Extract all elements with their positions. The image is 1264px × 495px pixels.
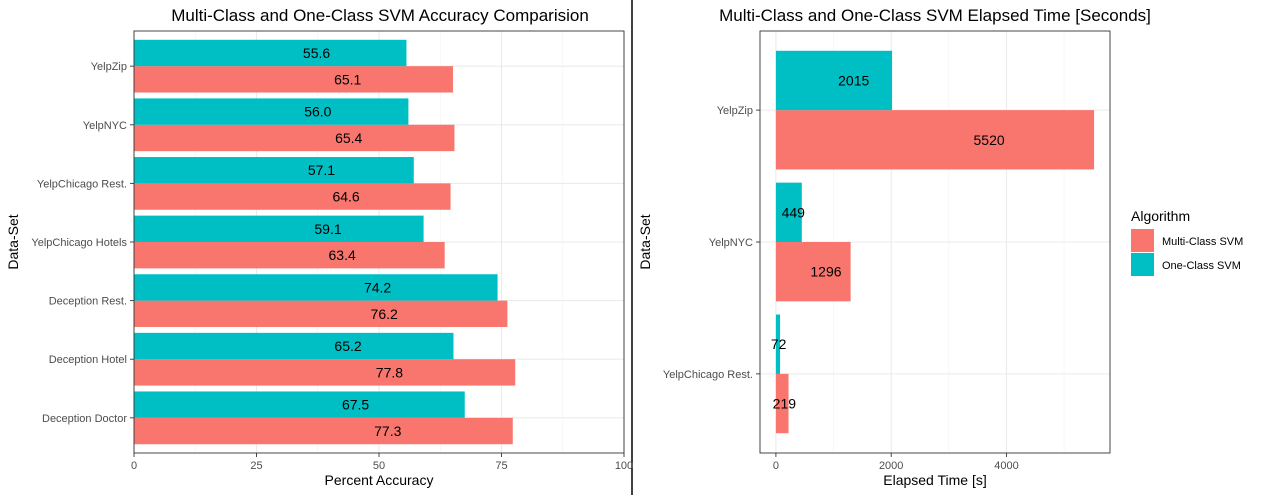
accuracy-chart: Multi-Class and One-Class SVM Accuracy C…	[5, 6, 633, 488]
accuracy-bar-yelpnyc-multi-class-svm	[134, 124, 455, 152]
elapsed-time-value-label-yelpchicago-rest-multi-class-svm: 219	[773, 396, 797, 412]
accuracy-value-label-deception-rest-one-class-svm: 74.2	[364, 279, 391, 295]
elapsed-time-bar-yelpchicago-rest-multi-class-svm	[775, 373, 789, 434]
elapsed-time-value-label-yelpnyc-multi-class-svm: 1296	[810, 264, 841, 280]
accuracy-y-tick-label: Deception Doctor	[42, 413, 127, 425]
elapsed-time-x-tick-label: 4000	[994, 460, 1018, 472]
accuracy-y-tick-label: YelpChicago Rest.	[37, 178, 127, 190]
legend-title: Algorithm	[1131, 208, 1190, 224]
elapsed-time-y-tick-label: YelpChicago Rest.	[663, 369, 753, 381]
accuracy-value-label-deception-doctor-one-class-svm: 67.5	[342, 397, 369, 413]
accuracy-bar-deception-hotel-multi-class-svm	[134, 359, 516, 386]
accuracy-value-label-yelpzip-multi-class-svm: 65.1	[334, 71, 361, 87]
accuracy-x-tick-label: 75	[495, 460, 507, 472]
accuracy-bar-deception-hotel-one-class-svm	[134, 332, 454, 360]
legend-label-one-class: One-Class SVM	[1162, 260, 1241, 272]
accuracy-value-label-deception-hotel-one-class-svm: 65.2	[334, 338, 361, 354]
legend-key-multi-class	[1131, 229, 1154, 252]
legend-key-one-class	[1131, 253, 1154, 276]
accuracy-bar-deception-doctor-one-class-svm	[134, 391, 465, 418]
accuracy-bar-yelpnyc-one-class-svm	[134, 98, 409, 125]
accuracy-x-tick-label: 100	[615, 460, 633, 472]
accuracy-value-label-deception-rest-multi-class-svm: 76.2	[371, 306, 398, 322]
elapsed-time-x-tick-label: 0	[773, 460, 779, 472]
accuracy-bar-yelpchicago-rest-one-class-svm	[134, 157, 414, 184]
accuracy-value-label-yelpchicago-rest-one-class-svm: 57.1	[308, 162, 335, 178]
accuracy-value-label-yelpchicago-rest-multi-class-svm: 64.6	[332, 189, 359, 205]
accuracy-y-tick-label: YelpChicago Hotels	[31, 237, 127, 249]
elapsed-time-bar-yelpzip-multi-class-svm	[775, 110, 1095, 170]
accuracy-bar-labels: 77.3 67.5 77.8 65.2 76.2 74.2 63.4 59.1 64.6 57.1…	[303, 45, 403, 439]
accuracy-y-axis-label: Data-Set	[5, 214, 21, 269]
elapsed-time-chart-title: Multi-Class and One-Class SVM Elapsed Ti…	[719, 6, 1151, 25]
elapsed-time-value-label-yelpzip-multi-class-svm: 5520	[974, 132, 1005, 148]
elapsed-time-bar-yelpchicago-rest-one-class-svm	[775, 314, 781, 374]
elapsed-time-value-label-yelpnyc-one-class-svm: 449	[782, 204, 806, 220]
accuracy-value-label-yelpchicago-hotels-multi-class-svm: 63.4	[329, 247, 356, 263]
elapsed-time-y-axis-label: Data-Set	[637, 214, 653, 269]
elapsed-time-bars	[775, 50, 1095, 434]
accuracy-bars	[134, 39, 516, 445]
elapsed-time-value-label-yelpchicago-rest-one-class-svm: 72	[771, 336, 787, 352]
accuracy-x-tick-label: 0	[131, 460, 137, 472]
accuracy-y-tick-label: Deception Rest.	[49, 296, 127, 308]
accuracy-x-tick-label: 25	[250, 460, 262, 472]
accuracy-x-axis-label: Percent Accuracy	[325, 472, 434, 488]
accuracy-bar-yelpchicago-hotels-multi-class-svm	[134, 242, 445, 269]
accuracy-bar-deception-rest-one-class-svm	[134, 274, 498, 301]
accuracy-y-tick-label: Deception Hotel	[49, 354, 127, 366]
elapsed-time-x-axis: 0 2000 4000	[773, 453, 1019, 472]
accuracy-value-label-deception-doctor-multi-class-svm: 77.3	[374, 423, 401, 439]
accuracy-value-label-yelpnyc-multi-class-svm: 65.4	[335, 130, 362, 146]
accuracy-chart-title: Multi-Class and One-Class SVM Accuracy C…	[171, 6, 589, 25]
elapsed-time-y-tick-label: YelpNYC	[709, 237, 753, 249]
accuracy-y-axis: Deception Doctor Deception Hotel Deception…	[31, 61, 134, 425]
accuracy-x-axis: 0 25 50 75 100	[131, 453, 633, 472]
accuracy-value-label-deception-hotel-multi-class-svm: 77.8	[376, 364, 403, 380]
elapsed-time-x-tick-label: 2000	[879, 460, 903, 472]
elapsed-time-x-axis-label: Elapsed Time [s]	[883, 472, 987, 488]
accuracy-y-tick-label: YelpNYC	[83, 120, 127, 132]
accuracy-value-label-yelpzip-one-class-svm: 55.6	[303, 45, 330, 61]
elapsed-time-bar-yelpnyc-one-class-svm	[775, 182, 802, 242]
accuracy-bar-yelpzip-one-class-svm	[134, 39, 407, 67]
accuracy-bar-yelpchicago-rest-multi-class-svm	[134, 183, 451, 210]
accuracy-y-tick-label: YelpZip	[91, 61, 127, 73]
accuracy-x-tick-label: 50	[373, 460, 385, 472]
elapsed-time-value-label-yelpzip-one-class-svm: 2015	[838, 72, 869, 88]
accuracy-bar-yelpchicago-hotels-one-class-svm	[134, 215, 424, 242]
accuracy-bar-deception-doctor-multi-class-svm	[134, 417, 513, 445]
elapsed-time-y-tick-label: YelpZip	[717, 105, 753, 117]
elapsed-time-bar-labels: 219 72 1296 449 5520 2015	[771, 72, 1005, 411]
legend-label-multi-class: Multi-Class SVM	[1162, 236, 1243, 248]
accuracy-value-label-yelpchicago-hotels-one-class-svm: 59.1	[314, 221, 341, 237]
elapsed-time-y-axis: YelpChicago Rest. YelpNYC YelpZip	[663, 105, 760, 381]
elapsed-time-bar-yelpnyc-multi-class-svm	[775, 242, 851, 302]
accuracy-bar-deception-rest-multi-class-svm	[134, 300, 508, 327]
elapsed-time-chart: Multi-Class and One-Class SVM Elapsed Ti…	[637, 6, 1151, 488]
accuracy-bar-yelpzip-multi-class-svm	[134, 66, 453, 93]
legend: Algorithm Multi-Class SVM One-Class SVM	[1131, 208, 1243, 276]
elapsed-time-bar-yelpzip-one-class-svm	[775, 50, 893, 111]
accuracy-value-label-yelpnyc-one-class-svm: 56.0	[304, 104, 331, 120]
